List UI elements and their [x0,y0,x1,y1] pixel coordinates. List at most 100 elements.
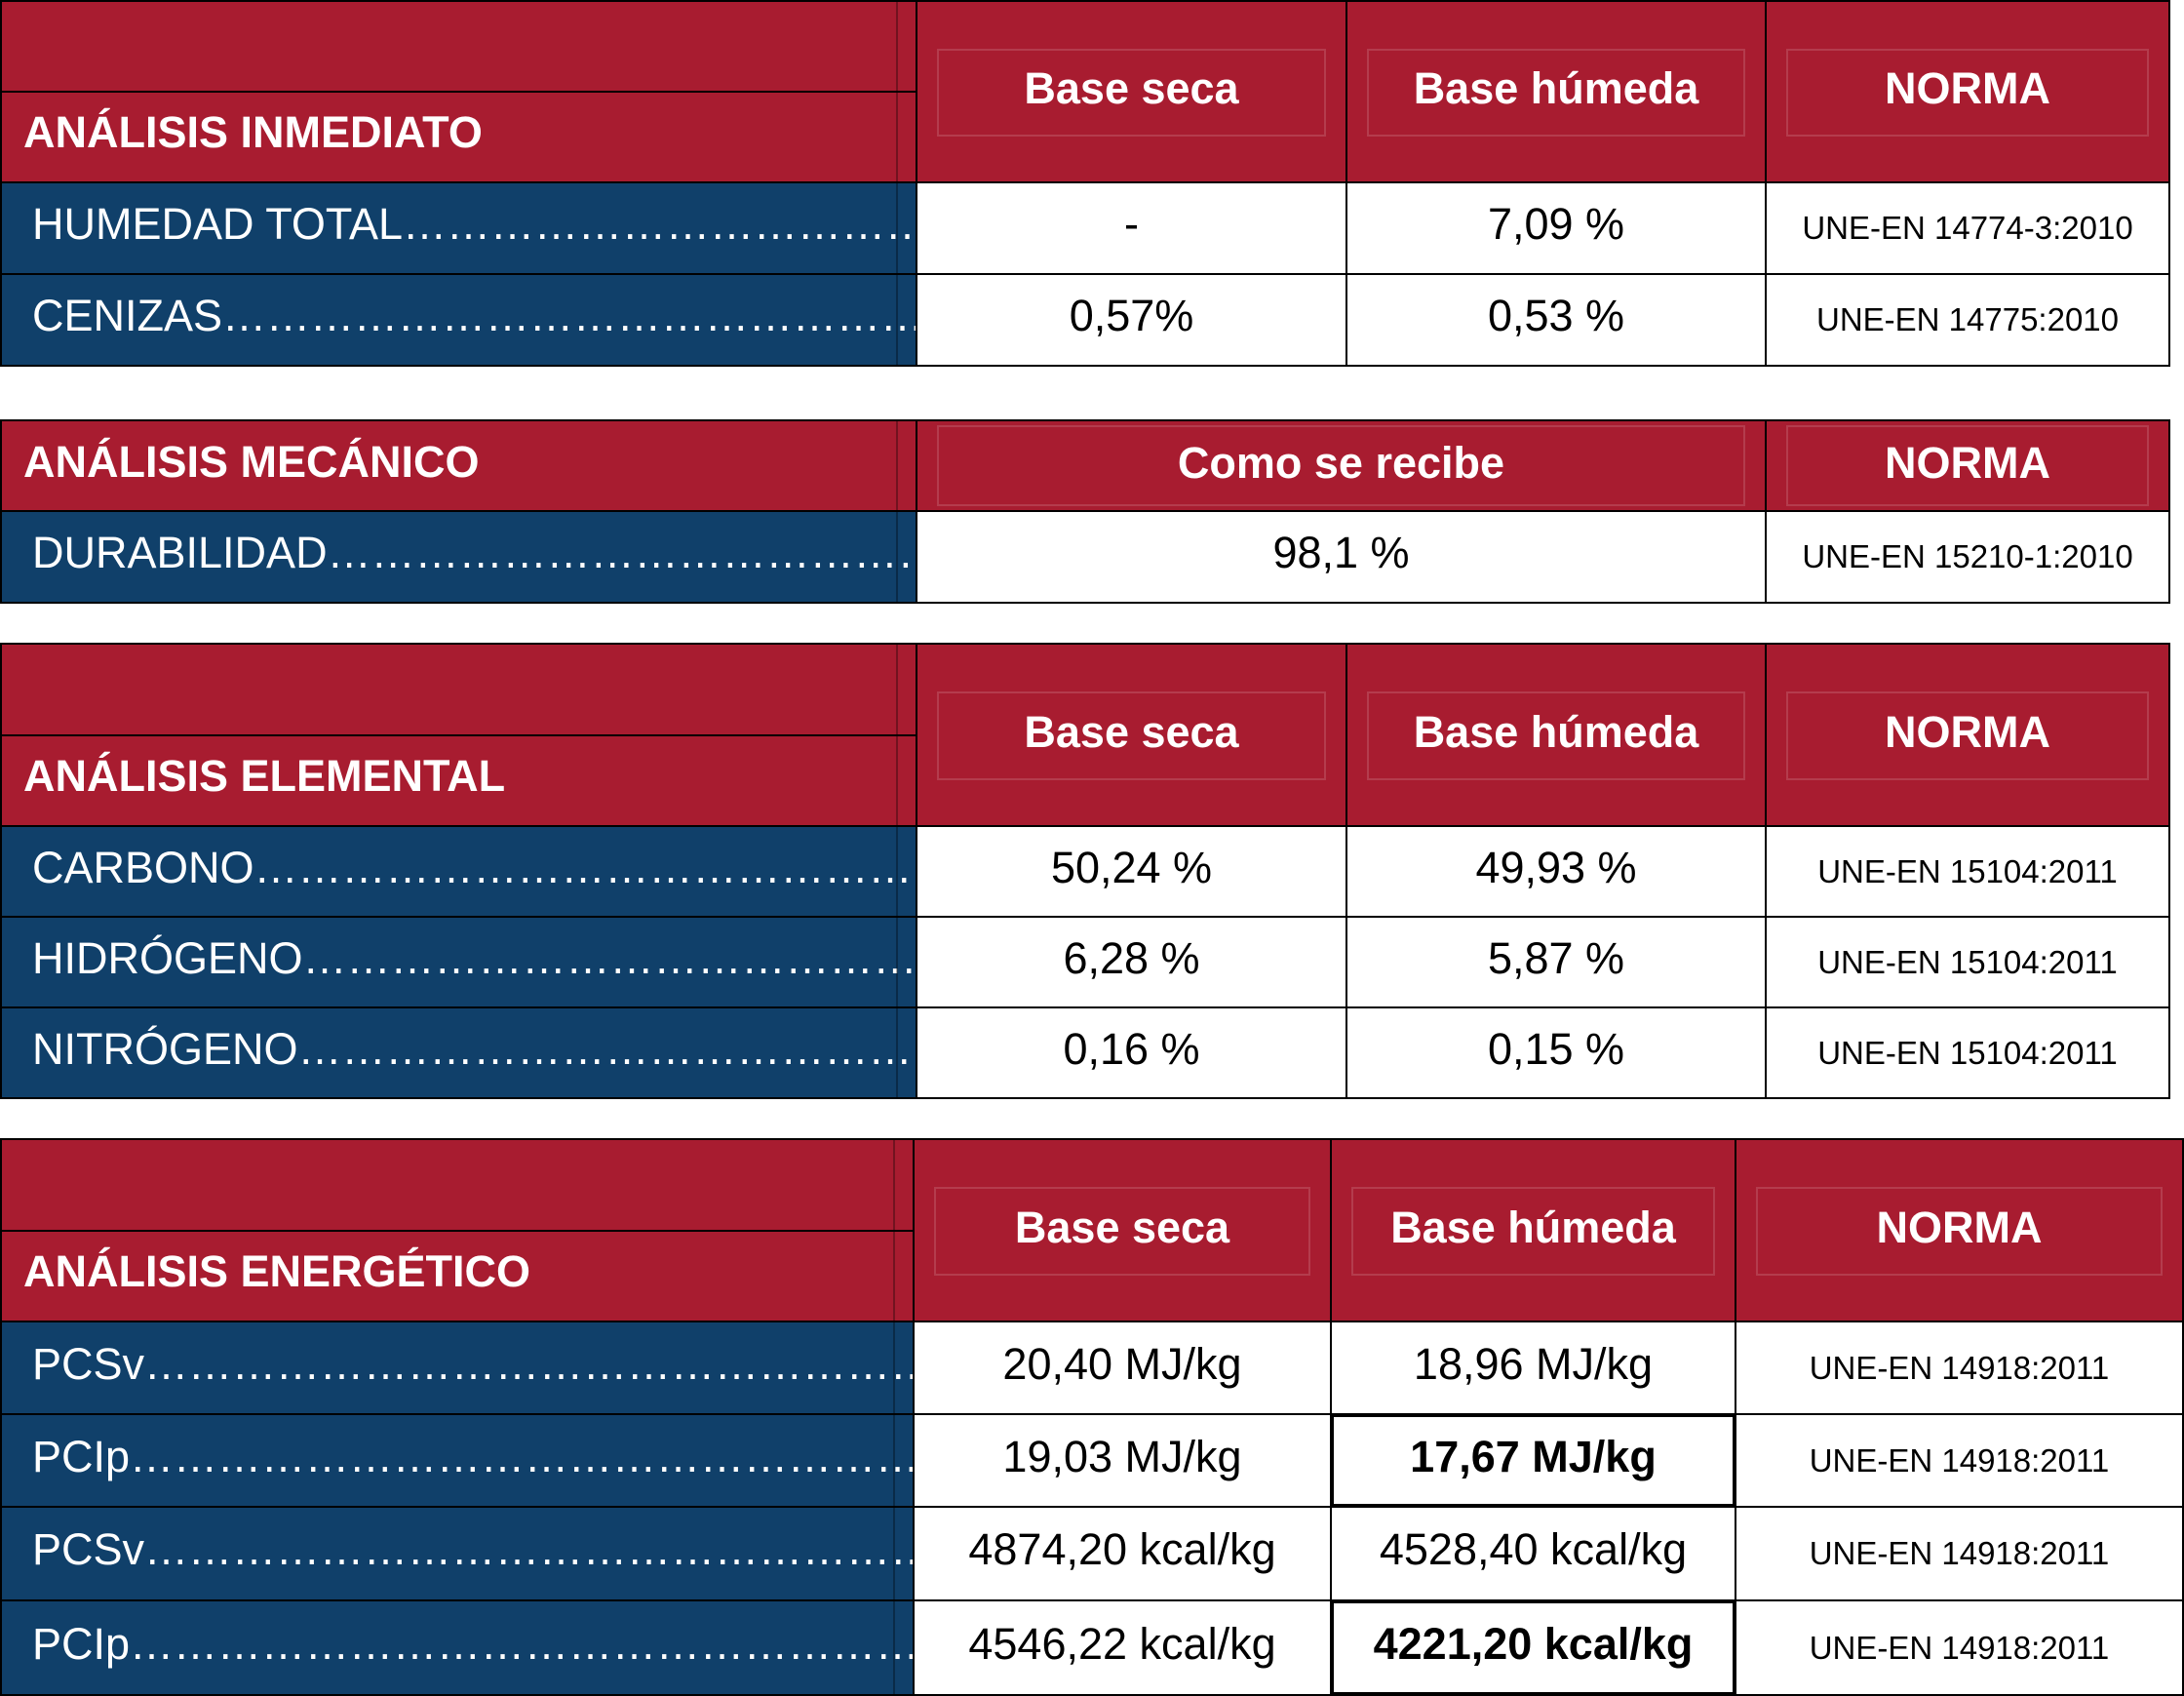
value-base-humeda: 5,87 % [1347,918,1765,1006]
column-header-label: Base húmeda [1413,706,1699,757]
column-header-base-seca: Base seca [915,1140,1330,1321]
column-header-base-humeda: Base húmeda [1347,2,1765,181]
column-header-label: Base húmeda [1413,63,1699,113]
value-como-se-recibe: 98,1 % [917,512,1765,602]
value-text: 7,09 % [1487,199,1625,249]
norma-text: UNE-EN 14774-3:2010 [1802,210,2133,246]
row-label: HIDRÓGENO…………………………………… [2,918,916,1006]
value-norma: UNE-EN 14775:2010 [1767,275,2168,365]
value-base-humeda: 7,09 % [1347,183,1765,273]
row-label: DURABILIDAD…………………………………… [2,512,916,602]
row-label-text: HUMEDAD TOTAL………………………………. [32,199,916,249]
value-text: - [1124,199,1139,249]
value-text: 4874,20 kcal/kg [968,1524,1276,1574]
row-label: CENIZAS……………………………………………. [2,275,916,365]
value-text: 0,57% [1069,291,1194,340]
norma-text: UNE-EN 14775:2010 [1815,301,2120,337]
header-spacer [2,645,916,734]
column-header-label: NORMA [1885,706,2050,757]
column-header-label: Base húmeda [1390,1202,1676,1252]
header-spacer [2,2,916,91]
section-title: ANÁLISIS MECÁNICO [23,436,480,487]
analisis-mecanico-table: ANÁLISIS MECÁNICO Como se recibe NORMA D… [0,419,2170,604]
norma-text: UNE-EN 14918:2011 [1809,1441,2110,1479]
section-title: ANÁLISIS INMEDIATO [23,106,483,157]
header-spacer [2,1140,913,1230]
value-norma: UNE-EN 15104:2011 [1767,918,2168,1006]
row-label-text: CARBONO…………………………………………. [32,842,916,892]
row-label: PCSv………………………………………………. [2,1322,913,1413]
value-base-seca: 0,57% [917,275,1346,365]
row-label-text: CENIZAS……………………………………………. [32,291,916,340]
column-header-label: Base seca [1024,63,1239,113]
column-header-norma: NORMA [1767,645,2168,825]
norma-text: UNE-EN 15210-1:2010 [1802,538,2133,574]
value-text: 4528,40 kcal/kg [1379,1524,1688,1574]
value-base-humeda: 18,96 MJ/kg [1332,1322,1735,1413]
value-base-humeda-highlighted: 4221,20 kcal/kg [1332,1601,1735,1694]
column-header-base-seca: Base seca [917,645,1346,825]
value-base-seca: 20,40 MJ/kg [915,1322,1330,1413]
column-header-label: Base seca [1014,1202,1230,1252]
norma-text: UNE-EN 14918:2011 [1809,1629,2110,1666]
column-header-como-se-recibe: Como se recibe [917,421,1765,510]
row-label-text: PCSv………………………………………………. [32,1524,913,1574]
value-base-seca: 4874,20 kcal/kg [915,1508,1330,1599]
value-text: 5,87 % [1487,932,1625,983]
value-norma: UNE-EN 15104:2011 [1767,827,2168,916]
column-header-norma: NORMA [1767,2,2168,181]
value-text: 18,96 MJ/kg [1413,1338,1654,1389]
norma-text: UNE-EN 15104:2011 [1817,1034,2118,1071]
value-norma: UNE-EN 15104:2011 [1767,1008,2168,1097]
value-text: 0,15 % [1487,1023,1625,1074]
value-norma: UNE-EN 14918:2011 [1736,1415,2182,1506]
value-base-seca: 6,28 % [917,918,1346,1006]
section-title-cell: ANÁLISIS ENERGÉTICO [2,1232,913,1321]
row-label-text: NITRÓGENO…………………………………… [32,1023,913,1074]
value-norma: UNE-EN 15210-1:2010 [1767,512,2168,602]
value-text: 0,53 % [1487,291,1625,340]
column-header-label: Como se recibe [1177,437,1505,488]
row-label-text: HIDRÓGENO…………………………………… [32,932,916,983]
row-label: NITRÓGENO…………………………………… [2,1008,916,1097]
value-norma: UNE-EN 14774-3:2010 [1767,183,2168,273]
value-base-seca: 50,24 % [917,827,1346,916]
value-base-humeda: 49,93 % [1347,827,1765,916]
value-text: 20,40 MJ/kg [1002,1338,1242,1389]
value-text: 4546,22 kcal/kg [968,1618,1276,1669]
value-base-humeda-highlighted: 17,67 MJ/kg [1332,1415,1735,1506]
section-title: ANÁLISIS ENERGÉTICO [23,1245,531,1296]
section-title-cell: ANÁLISIS ELEMENTAL [2,736,916,825]
section-title: ANÁLISIS ELEMENTAL [23,750,506,801]
value-text: 6,28 % [1063,932,1200,983]
row-label-text: DURABILIDAD…………………………………… [32,528,916,577]
norma-text: UNE-EN 15104:2011 [1817,943,2118,980]
column-header-base-seca: Base seca [917,2,1346,181]
norma-text: UNE-EN 14918:2011 [1809,1535,2110,1571]
value-base-humeda: 0,15 % [1347,1008,1765,1097]
row-label: CARBONO…………………………………………. [2,827,916,916]
norma-text: UNE-EN 15104:2011 [1817,852,2118,889]
analisis-inmediato-table: Base seca Base húmeda NORMA ANÁLISIS INM… [0,0,2170,367]
value-base-seca: 4546,22 kcal/kg [915,1601,1330,1694]
row-label: PCSv………………………………………………. [2,1508,913,1599]
value-base-humeda: 4528,40 kcal/kg [1332,1508,1735,1599]
value-text: 4221,20 kcal/kg [1373,1618,1694,1669]
value-base-humeda: 0,53 % [1347,275,1765,365]
value-text: 49,93 % [1475,842,1637,892]
row-label: HUMEDAD TOTAL………………………………. [2,183,916,273]
row-label: PCIp………………………………………………… [2,1415,913,1506]
column-header-base-humeda: Base húmeda [1347,645,1765,825]
value-text: 98,1 % [1272,528,1410,577]
value-norma: UNE-EN 14918:2011 [1736,1508,2182,1599]
value-text: 19,03 MJ/kg [1002,1431,1242,1481]
analisis-energetico-table: Base seca Base húmeda NORMA ANÁLISIS ENE… [0,1138,2184,1696]
section-title-cell: ANÁLISIS INMEDIATO [2,93,916,181]
row-label: PCIp………………………………………………… [2,1601,913,1694]
column-header-label: Base seca [1024,706,1239,757]
value-text: 0,16 % [1063,1023,1200,1074]
column-header-label: NORMA [1885,63,2050,113]
value-text: 50,24 % [1050,842,1213,892]
value-norma: UNE-EN 14918:2011 [1736,1601,2182,1694]
row-label-text: PCIp………………………………………………… [32,1618,913,1669]
